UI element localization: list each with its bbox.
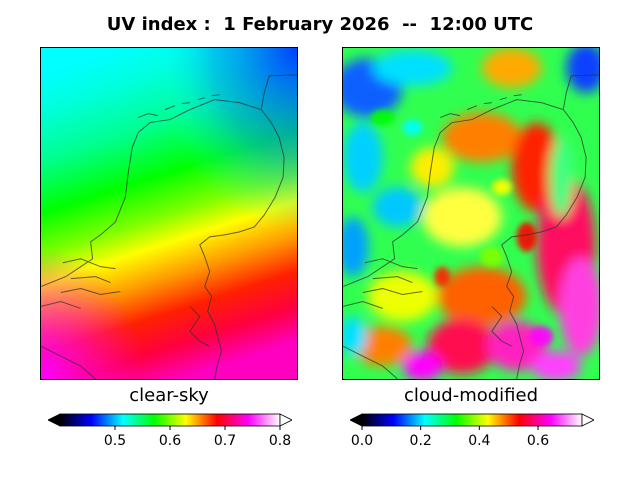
cloud-modified-label: cloud-modified (403, 385, 539, 406)
colorbar-tick-label: 0.8 (269, 433, 291, 449)
cloud-modified-map (342, 47, 600, 380)
colorbar-tick-label: 0.4 (468, 433, 490, 449)
clear-sky-label: clear-sky (129, 385, 209, 406)
cloud-modified-field (343, 48, 599, 379)
clear-sky-map (40, 47, 298, 380)
map-title: UV index : 1 February 2026 -- 12:00 UTC (106, 14, 534, 35)
colorbar-max-extend (279, 413, 292, 427)
colorbar-min-extend (48, 413, 61, 427)
colorbar-tick-label: 0.6 (527, 433, 549, 449)
colorbar-gradient (361, 413, 583, 427)
cloud-modified-colorbar: 0.0 0.2 0.4 0.6 (350, 413, 594, 449)
colorbar-tick-label: 0.7 (214, 433, 236, 449)
colorbar-min-extend (350, 413, 363, 427)
colorbar-tick-label: 0.2 (410, 433, 432, 449)
colorbar-max-extend (581, 413, 594, 427)
colorbar-tick-label: 0.5 (104, 433, 126, 449)
clear-sky-field (41, 48, 297, 379)
colorbar-tick-label: 0.6 (159, 433, 181, 449)
coastline-outline (343, 74, 599, 379)
clear-sky-colorbar: 0.5 0.6 0.7 0.8 (48, 413, 292, 449)
colorbar-gradient (59, 413, 281, 427)
colorbar-tick-label: 0.0 (351, 433, 373, 449)
coastline-outline (41, 74, 297, 379)
